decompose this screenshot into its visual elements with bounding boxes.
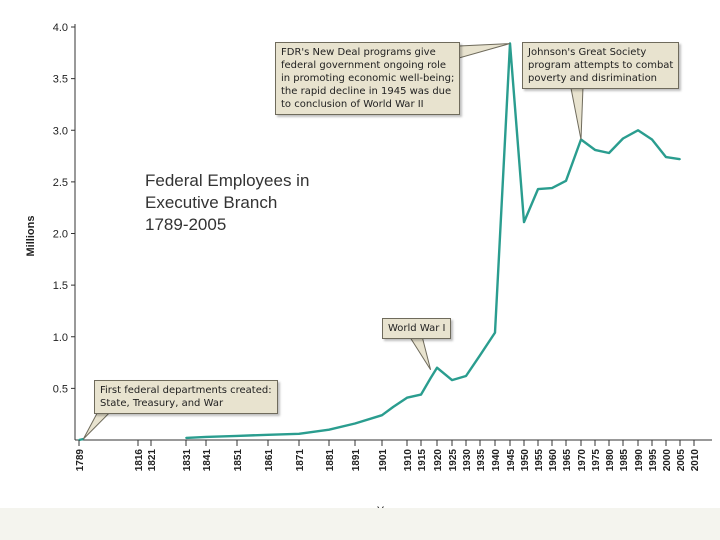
x-tick-label: 2005: [676, 449, 687, 472]
data-point: [679, 158, 681, 161]
data-point: [608, 152, 610, 154]
data-point: [392, 406, 395, 408]
chart-title-line-2: Executive Branch: [145, 193, 278, 212]
data-point: [451, 379, 453, 382]
data-point: [236, 434, 238, 437]
x-tick-label: 1980: [605, 449, 616, 472]
annotation-line: Johnson's Great Society: [528, 47, 647, 58]
y-tick-label: 3.5: [53, 74, 68, 86]
data-point: [185, 437, 187, 439]
data-point: [494, 331, 496, 334]
x-tick-label: 1935: [476, 449, 487, 472]
x-tick-label: 1915: [417, 449, 428, 472]
annotation-line: federal government ongoing role: [281, 60, 447, 71]
annotation-line: FDR's New Deal programs give: [281, 47, 436, 58]
series-line: [185, 42, 681, 440]
y-tick-label: 2.0: [53, 229, 68, 241]
annotation-great-society: Johnson's Great Society program attempts…: [522, 42, 680, 89]
data-point: [665, 156, 667, 158]
y-tick-label: 1.5: [53, 280, 68, 292]
chart-title-line-3: 1789-2005: [145, 215, 227, 234]
annotation-pointer: [82, 412, 111, 440]
data-point: [637, 129, 639, 132]
x-tick-label: 1831: [182, 449, 193, 472]
x-tick-label: 1930: [462, 449, 473, 472]
x-tick-label: 1985: [619, 449, 630, 472]
annotation-line: to conclusion of World War II: [281, 99, 424, 110]
x-tick-label: 1816: [134, 449, 145, 472]
x-tick-label: 1950: [520, 449, 531, 472]
data-point: [523, 221, 525, 224]
y-tick-label: 2.5: [53, 177, 68, 189]
x-tick-label: 1891: [351, 449, 362, 472]
x-tick-label: 1945: [506, 449, 517, 472]
y-tick-label: 4.0: [53, 22, 68, 34]
annotation-line: World War I: [388, 323, 446, 334]
chart-title: Federal Employees in Executive Branch 17…: [145, 170, 309, 236]
annotation-new-deal: FDR's New Deal programs give federal gov…: [275, 42, 461, 115]
x-tick-label: 1955: [534, 449, 545, 472]
annotation-line: State, Treasury, and War: [100, 398, 224, 409]
y-tick-label: 0.5: [53, 383, 68, 395]
x-tick-label: 1871: [295, 449, 306, 472]
annotation-line: program attempts to combat: [528, 60, 674, 71]
data-point: [420, 393, 422, 396]
data-point: [622, 137, 624, 140]
annotation-line: poverty and disrimination: [528, 73, 658, 84]
x-tick-label: 1789: [75, 449, 86, 472]
data-point: [298, 432, 300, 435]
x-tick-label: 1940: [491, 449, 502, 472]
annotation-line: in promoting economic well-being;: [281, 73, 455, 84]
y-axis-label: Millions: [25, 216, 37, 257]
data-point: [594, 148, 596, 151]
x-tick-label: 1975: [591, 449, 602, 472]
x-tick-label: 1881: [325, 449, 336, 472]
annotation-pointer: [409, 337, 432, 371]
annotation-first-departments: First federal departments created: State…: [94, 380, 278, 414]
annotation-line: First federal departments created:: [100, 385, 272, 396]
data-point: [406, 396, 408, 399]
chart-title-line-1: Federal Employees in: [145, 171, 310, 190]
data-point: [328, 428, 330, 431]
annotation-pointer: [570, 87, 584, 140]
data-point: [436, 366, 438, 369]
x-tick-label: 2010: [690, 449, 701, 472]
data-point: [267, 433, 269, 436]
x-tick-label: 1851: [233, 449, 244, 472]
x-tick-label: 1861: [264, 449, 275, 472]
x-tick-label: 1990: [634, 449, 645, 472]
footer-strip: [0, 508, 720, 540]
x-tick-label: 1920: [433, 449, 444, 472]
data-point: [205, 436, 207, 438]
data-point: [429, 377, 432, 379]
x-tick-label: 1995: [648, 449, 659, 472]
x-tick-label: 1901: [378, 449, 389, 472]
x-tick-label: 1841: [202, 449, 213, 472]
data-point: [537, 188, 539, 191]
x-tick-label: 1925: [448, 449, 459, 472]
x-tick-label: 1821: [147, 449, 158, 472]
data-point: [565, 179, 567, 182]
data-point: [354, 422, 356, 425]
x-tick-label: 1910: [403, 449, 414, 472]
annotation-line: the rapid decline in 1945 was due: [281, 86, 452, 97]
data-point: [465, 375, 467, 377]
y-tick-label: 3.0: [53, 125, 68, 137]
data-point: [551, 187, 553, 189]
annotation-world-war-1: World War I: [382, 318, 452, 339]
data-point: [651, 138, 653, 141]
y-tick-label: 1.0: [53, 332, 68, 344]
data-point: [479, 354, 481, 357]
annotation-pointer: [458, 43, 511, 59]
data-point: [381, 414, 383, 417]
x-tick-label: 1970: [577, 449, 588, 472]
x-tick-label: 2000: [662, 449, 673, 472]
x-tick-label: 1960: [548, 449, 559, 472]
x-tick-label: 1965: [562, 449, 573, 472]
